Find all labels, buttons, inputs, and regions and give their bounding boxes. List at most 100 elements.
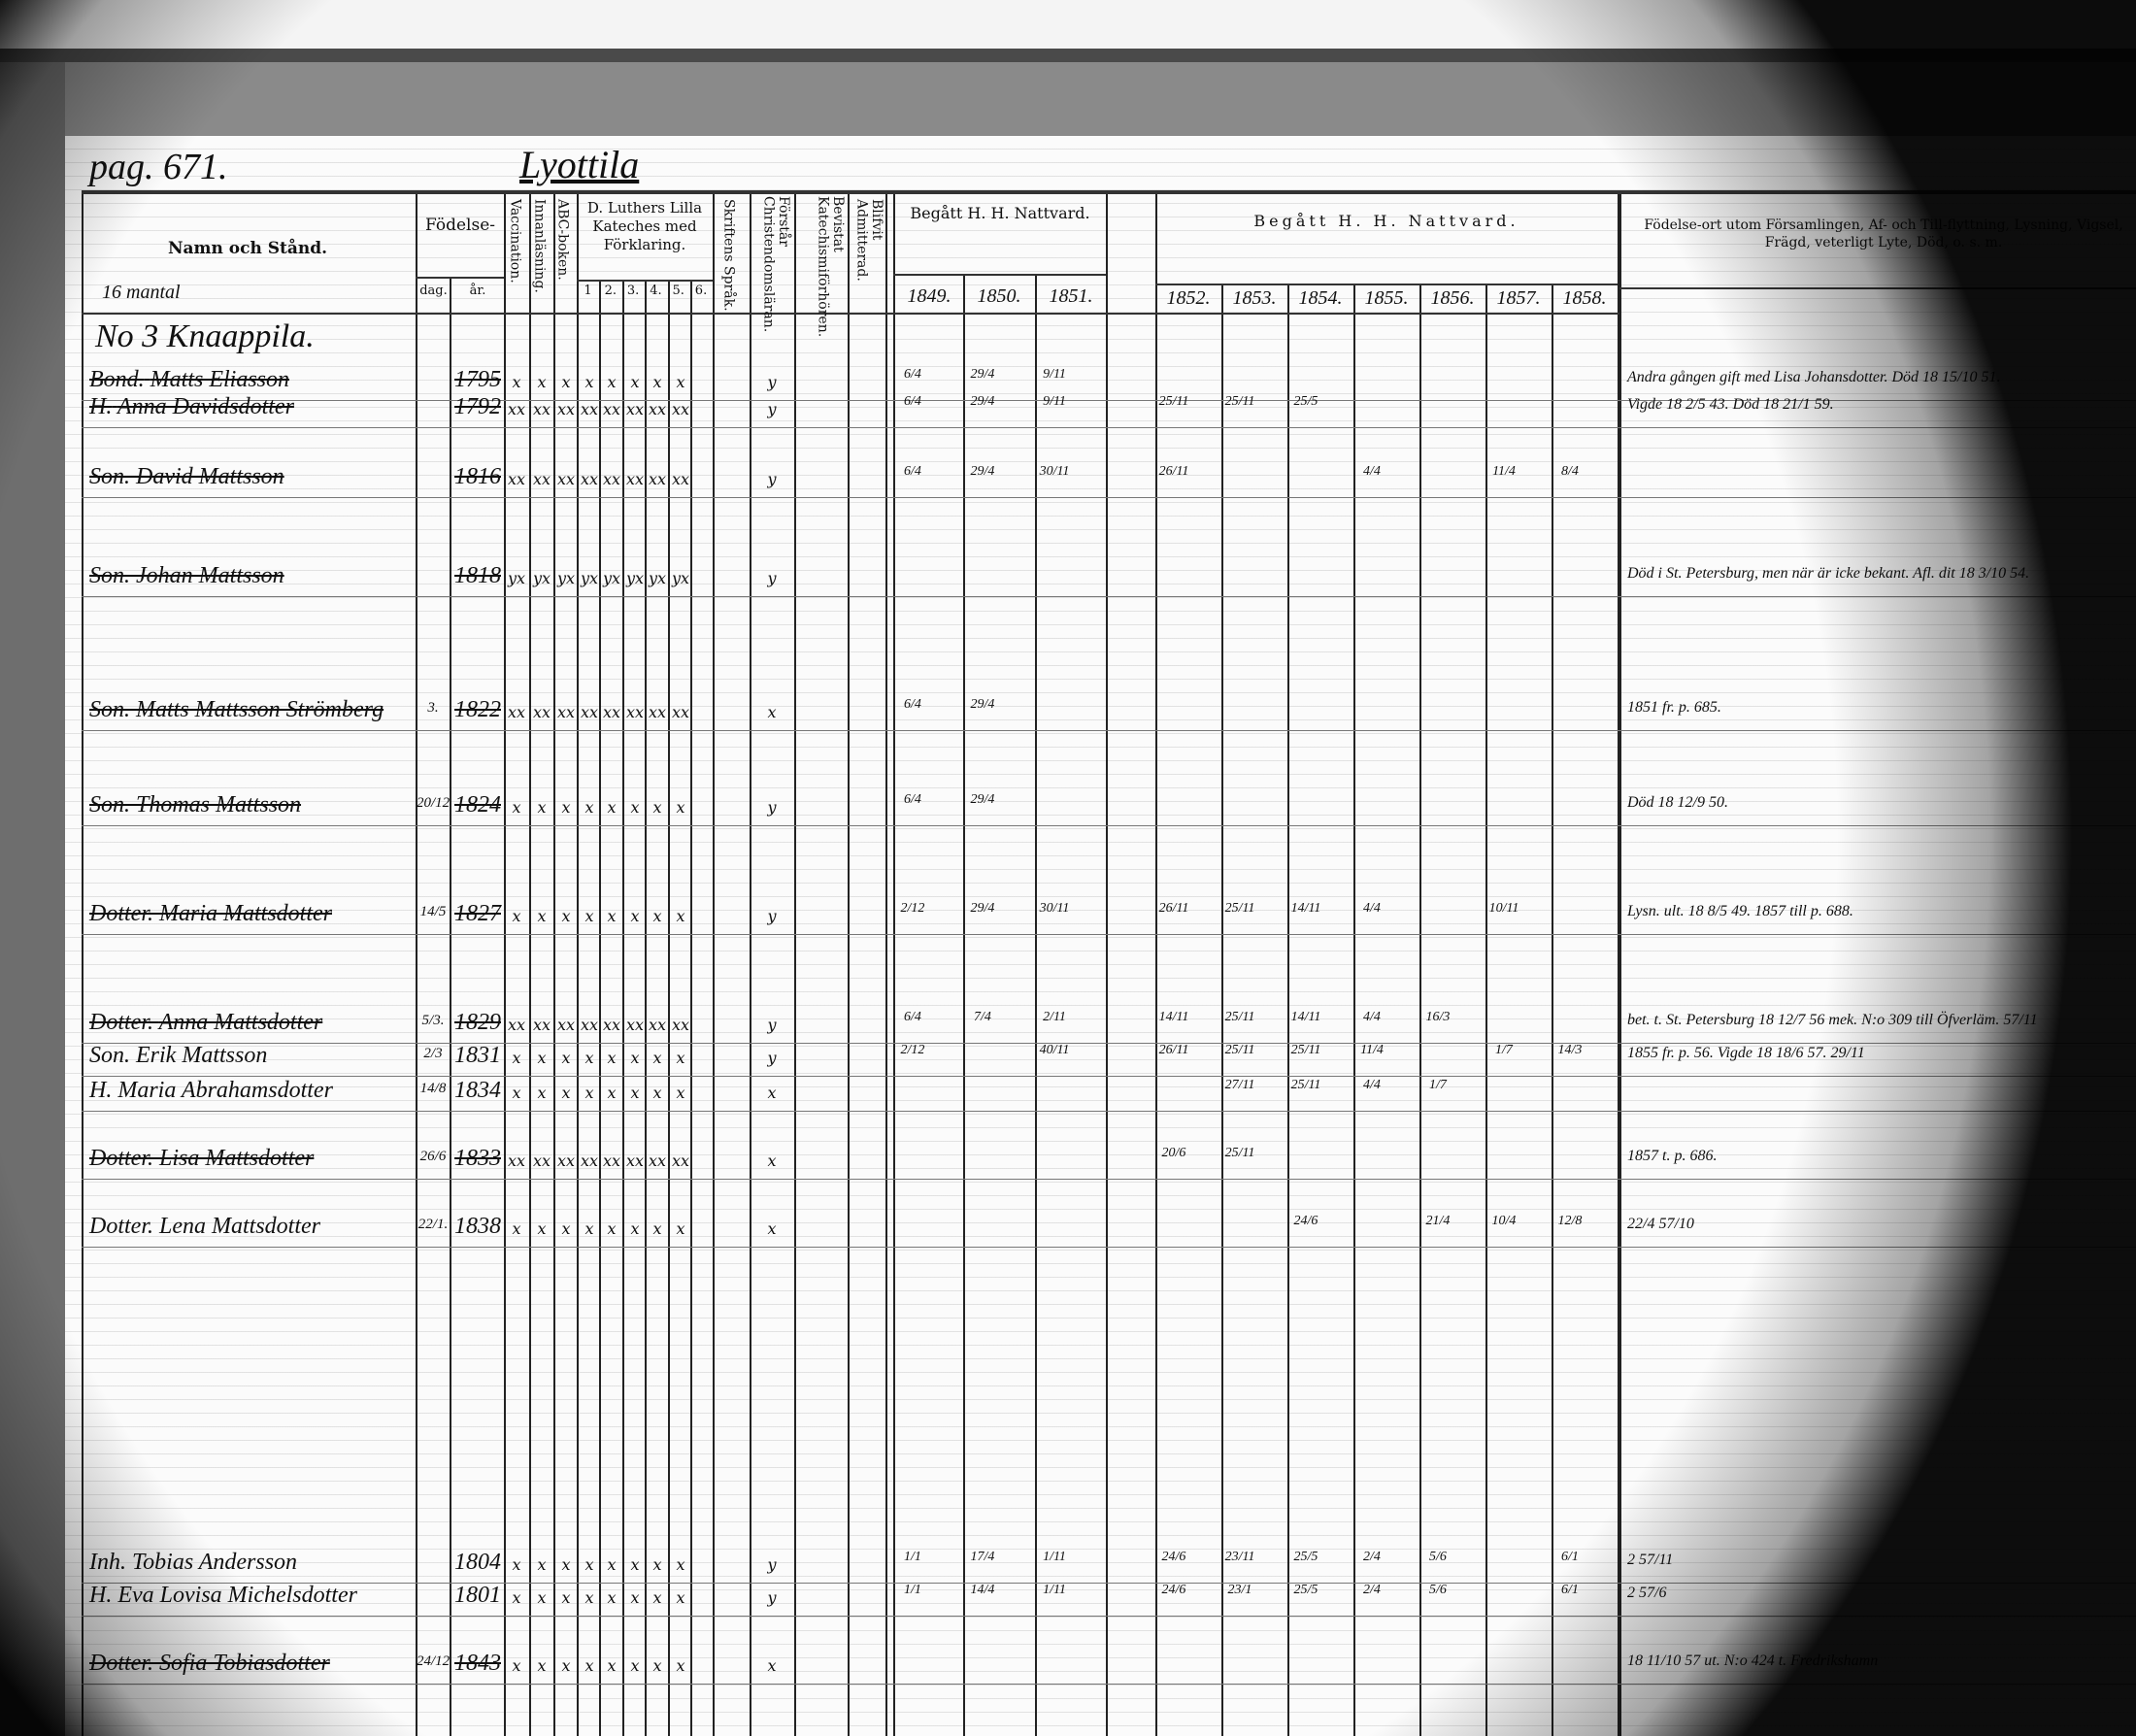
communion-date: 2/4 [1363,1583,1381,1597]
person-title: Son. [89,464,130,489]
communion-date: 30/11 [1039,901,1070,916]
birth-day: 26/6 [419,1149,447,1164]
catechism-mark: x [561,1555,571,1574]
remarks: 1855 fr. p. 56. Vigde 18 18/6 57. 29/11 [1627,1045,1865,1061]
communion-year: 1856. [1430,287,1475,309]
column-rule [1155,190,1157,1736]
catechism-mark: xx [507,400,526,418]
communion-date: 10/4 [1491,1214,1517,1228]
birth-year: 1834 [454,1078,501,1103]
communion-date: 20/6 [1161,1146,1186,1160]
header-scripture: Skriftens Språk. [720,199,737,312]
catechism-mark: x [607,1656,617,1675]
person-name: Inh. Tobias Andersson [89,1550,412,1575]
subheader-rule [1155,284,1618,285]
catechism-mark: xx [671,400,690,418]
understands-mark: y [767,798,777,817]
catechism-mark: x [512,1219,521,1238]
catechism-mark: yx [602,569,621,587]
catechism-mark: x [584,1219,594,1238]
communion-date: 1/11 [1043,1583,1066,1597]
person-name-text: Erik Mattsson [136,1043,268,1068]
catechism-mark: xx [556,400,576,418]
catechism-mark: x [537,1555,547,1574]
person-name: Bond. Matts Eliasson [89,367,412,392]
communion-date: 25/11 [1224,1146,1255,1160]
column-rule [713,190,715,1736]
birth-day: 14/5 [419,904,447,919]
communion-date: 25/11 [1224,394,1255,409]
person-title: Son. [89,563,130,588]
catechism-mark: x [652,1555,662,1574]
catechism-mark: xx [580,1016,599,1034]
catechism-mark: x [630,1555,640,1574]
communion-date: 2/12 [900,901,925,916]
header-birth-day: dag. [419,284,448,298]
catechism-mark: xx [556,703,576,721]
understands-mark: x [767,1084,777,1102]
catechism-mark: yx [580,569,599,587]
communion-date: 6/4 [904,464,921,479]
communion-date: 14/4 [970,1583,995,1597]
remarks: Lysn. ult. 18 8/5 49. 1857 till p. 688. [1627,903,1853,919]
communion-date: 14/11 [1290,1010,1321,1024]
understands-mark: y [767,907,777,925]
communion-date: 27/11 [1224,1078,1255,1092]
person-title: H. [89,394,113,419]
person-name: Son. David Mattsson [89,464,412,489]
scan-border [0,62,2136,138]
catechism-mark: xx [602,1152,621,1170]
remarks: 2 57/11 [1627,1552,1674,1568]
birth-year: 1838 [454,1214,501,1239]
catechism-mark: xx [532,400,551,418]
catechism-mark: xx [507,470,526,488]
column-rule [622,280,624,1736]
catechism-mark: yx [532,569,551,587]
remarks: bet. t. St. Petersburg 18 12/7 56 mek. N… [1627,1012,2038,1028]
understands-mark: y [767,569,777,587]
catechism-mark: x [584,907,594,925]
remarks: 2 57/6 [1627,1585,1667,1601]
communion-year: 1850. [977,285,1021,307]
communion-date: 14/11 [1158,1010,1189,1024]
communion-date: 17/4 [970,1550,995,1564]
communion-date: 25/11 [1224,901,1255,916]
header-top-rule [82,190,2136,194]
communion-date: 25/11 [1224,1010,1255,1024]
subheader-rule [893,274,1106,276]
understands-mark: y [767,1016,777,1034]
catechism-mark: x [512,907,521,925]
column-rule [690,280,692,1736]
remarks: 18 11/10 57 ut. N:o 424 t. Fredrikshamn [1627,1653,1879,1669]
catechism-mark: xx [507,1016,526,1034]
catechism-mark: xx [532,1152,551,1170]
catechism-mark: xx [507,1152,526,1170]
communion-year: 1858. [1562,287,1607,309]
birth-year: 1816 [454,464,501,489]
catechism-mark: x [537,1588,547,1607]
catechism-mark: x [630,1084,640,1102]
column-rule [1035,274,1037,1736]
catechism-mark: x [561,1049,571,1067]
catechism-mark: xx [580,400,599,418]
catechism-mark: x [676,373,685,391]
communion-date: 6/1 [1561,1583,1579,1597]
communion-date: 25/5 [1293,1550,1318,1564]
person-name-text: Matts Mattsson Strömberg [136,697,384,722]
scan-border-dark [0,49,2136,62]
remarks: Död 18 12/9 50. [1627,794,1728,811]
header-notes: Födelse-ort utom Församlingen, Af- och T… [1644,217,2123,250]
communion-date: 25/5 [1293,1583,1318,1597]
birth-day: 5/3. [421,1013,445,1028]
header-birth: Födelse- [424,216,495,235]
catechism-mark: xx [532,1016,551,1034]
column-rule [848,190,850,1736]
remarks: 1857 t. p. 686. [1627,1148,1718,1164]
catechism-mark: xx [556,1152,576,1170]
catechism-mark: xx [532,470,551,488]
catechism-mark: x [676,1219,685,1238]
communion-date: 10/11 [1488,901,1519,916]
row-rule [82,730,2136,731]
catechism-mark: yx [507,569,526,587]
communion-date: 26/11 [1158,464,1189,479]
